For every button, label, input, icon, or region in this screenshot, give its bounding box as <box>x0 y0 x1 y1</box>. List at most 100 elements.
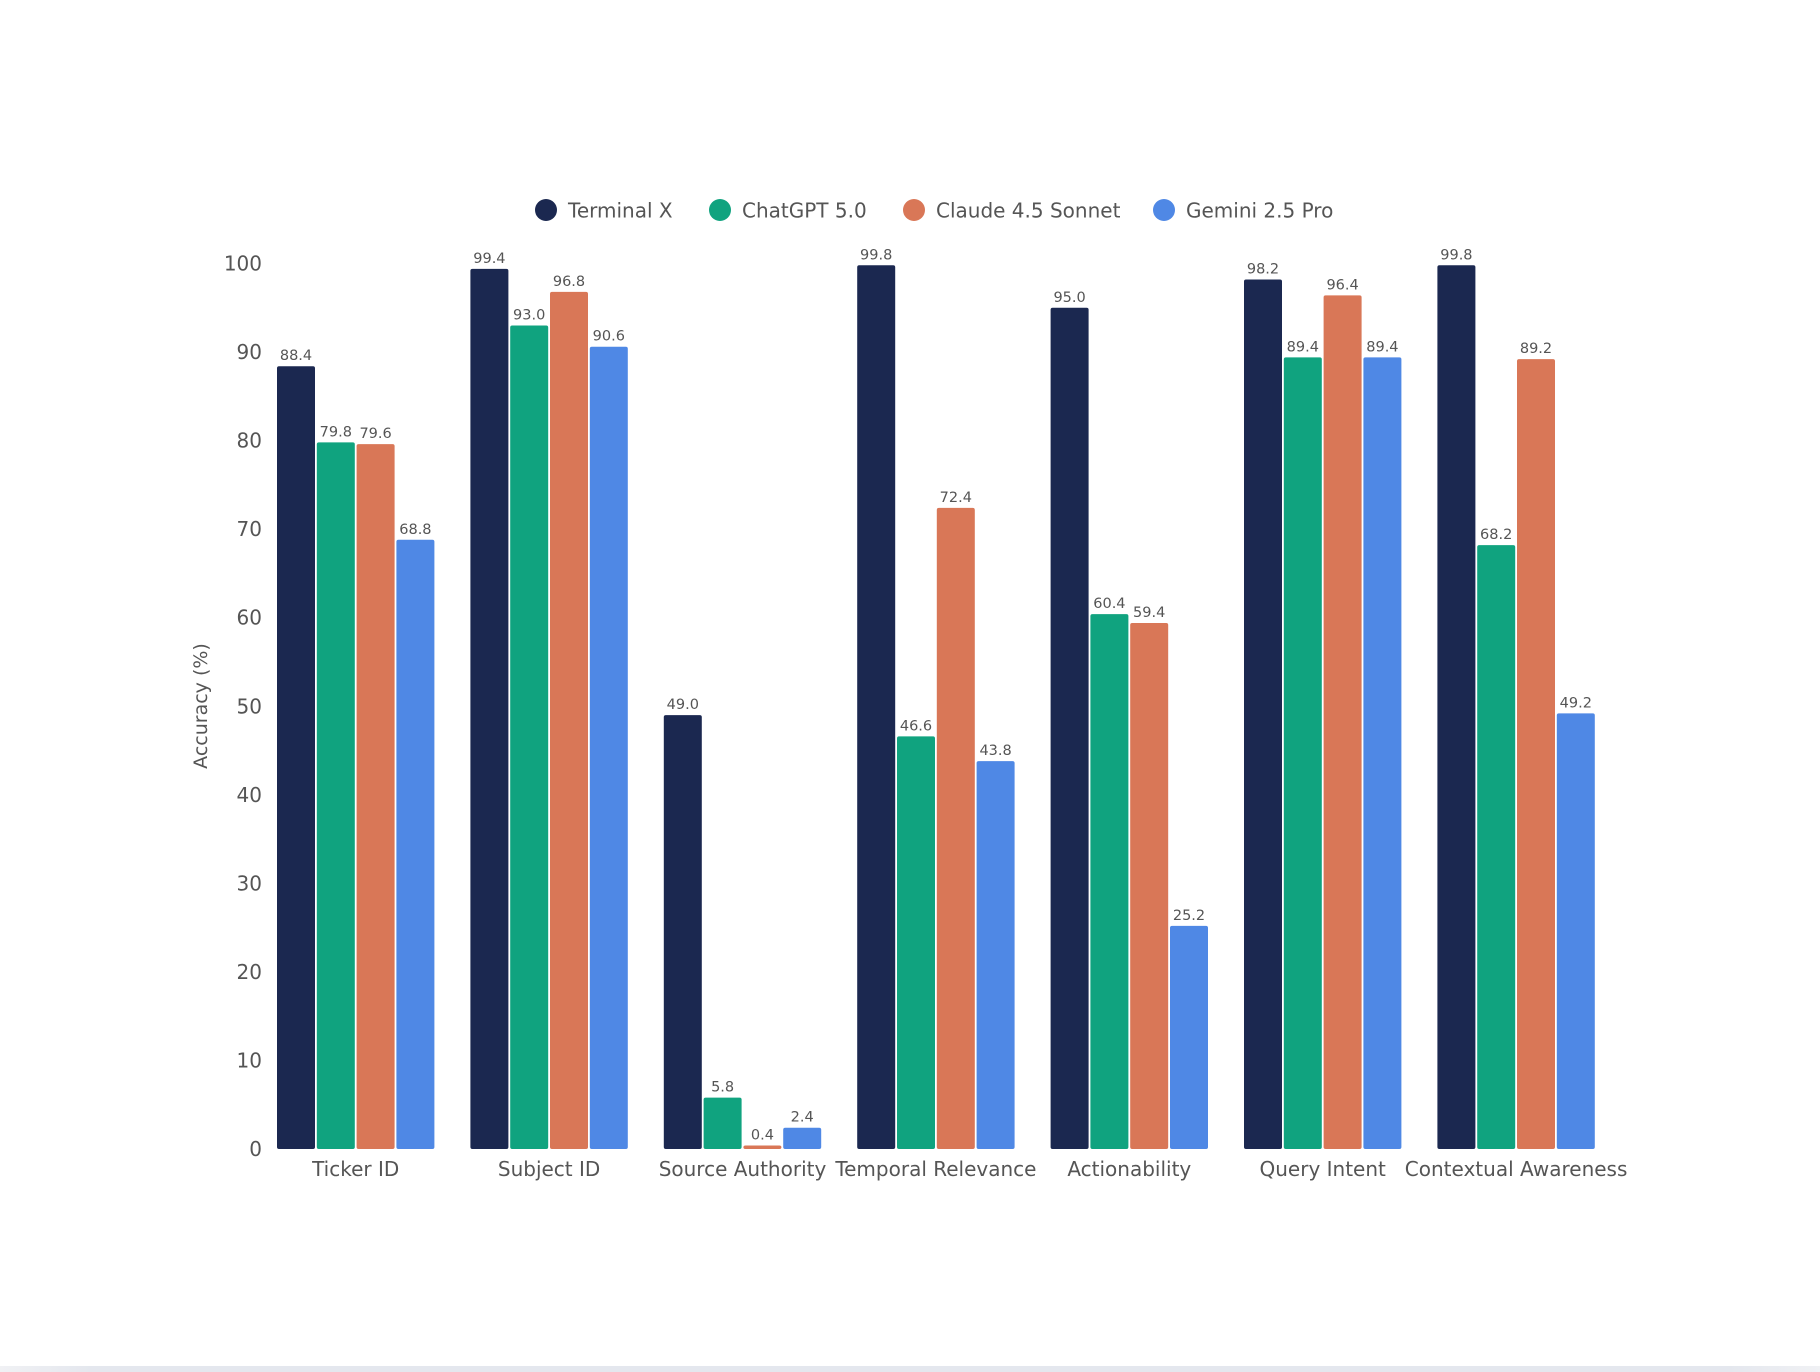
bar <box>396 539 435 1149</box>
bar-group: 95.0 60.4 59.4 25.2 <box>1050 290 1208 1149</box>
y-tick-label: 80 <box>237 429 262 453</box>
bar <box>1363 357 1402 1149</box>
bar <box>1283 357 1322 1149</box>
legend-item[interactable]: Terminal X <box>535 199 673 223</box>
bar-value-label: 89.2 <box>1520 341 1552 357</box>
y-tick-label: 100 <box>224 252 262 276</box>
legend-label: Gemini 2.5 Pro <box>1186 199 1333 223</box>
bar-value-label: 5.8 <box>711 1080 734 1096</box>
bar-value-label: 96.8 <box>553 274 585 290</box>
bar-value-label: 49.2 <box>1560 695 1592 711</box>
bar <box>1477 545 1516 1149</box>
y-tick-label: 50 <box>237 694 262 718</box>
legend-label: Terminal X <box>567 199 673 223</box>
bar <box>277 366 315 1149</box>
x-tick-label: Ticker ID <box>311 1157 399 1181</box>
bar <box>1244 279 1282 1150</box>
bar <box>510 325 549 1149</box>
bar <box>1556 713 1595 1149</box>
y-tick-label: 0 <box>249 1137 262 1161</box>
bar-value-label: 0.4 <box>751 1127 774 1143</box>
bar <box>470 268 509 1149</box>
bar-value-label: 99.8 <box>1440 247 1472 263</box>
legend-item[interactable]: Gemini 2.5 Pro <box>1153 199 1333 223</box>
bar <box>1437 265 1476 1149</box>
bar <box>1050 307 1089 1149</box>
legend-swatch-icon <box>535 199 557 221</box>
bar <box>1517 359 1555 1149</box>
bar <box>550 291 588 1149</box>
bar <box>663 715 702 1149</box>
legend-swatch-icon <box>1153 199 1175 221</box>
bar-value-label: 95.0 <box>1053 290 1085 306</box>
bar <box>897 736 935 1149</box>
bar-value-label: 96.4 <box>1326 277 1358 293</box>
bar-value-label: 46.6 <box>900 718 932 734</box>
bar <box>1323 295 1362 1149</box>
y-tick-label: 10 <box>237 1048 262 1072</box>
legend-item[interactable]: Claude 4.5 Sonnet <box>903 199 1121 223</box>
legend-swatch-icon <box>709 199 731 221</box>
bar <box>857 265 896 1149</box>
y-tick-label: 20 <box>237 960 262 984</box>
bar <box>316 442 355 1150</box>
bar <box>976 761 1015 1149</box>
bar-value-label: 98.2 <box>1247 261 1279 277</box>
bar <box>936 507 975 1149</box>
y-tick-label: 40 <box>237 783 262 807</box>
y-tick-label: 70 <box>237 517 262 541</box>
bar-value-label: 68.2 <box>1480 527 1512 543</box>
bar <box>1170 925 1208 1149</box>
bar <box>703 1097 742 1149</box>
bar-value-label: 60.4 <box>1093 596 1125 612</box>
bar-group: 98.2 89.4 96.4 89.4 <box>1244 261 1402 1150</box>
bar-value-label: 93.0 <box>513 307 545 323</box>
bar <box>783 1127 822 1149</box>
bar-value-label: 72.4 <box>940 490 972 506</box>
bar-value-label: 99.4 <box>473 251 505 267</box>
bar-value-label: 2.4 <box>791 1110 814 1126</box>
bar-value-label: 89.4 <box>1287 339 1319 355</box>
bar-group: 49.0 5.8 0.4 2.4 <box>663 697 822 1149</box>
legend-label: Claude 4.5 Sonnet <box>936 199 1121 223</box>
legend: Terminal X ChatGPT 5.0 Claude 4.5 Sonnet Ge… <box>535 199 1333 223</box>
x-tick-label: Subject ID <box>498 1157 600 1181</box>
bar-value-label: 99.8 <box>860 247 892 263</box>
legend-label: ChatGPT 5.0 <box>742 199 867 223</box>
bar-value-label: 88.4 <box>280 348 312 364</box>
x-tick-label: Temporal Relevance <box>834 1157 1036 1181</box>
y-tick-label: 90 <box>237 340 262 364</box>
y-axis-label: Accuracy (%) <box>190 643 212 769</box>
x-tick-label: Query Intent <box>1260 1157 1387 1181</box>
bottom-scroll-edge <box>0 1366 1820 1372</box>
bar-value-label: 89.4 <box>1366 339 1398 355</box>
bar-value-label: 59.4 <box>1133 605 1165 621</box>
x-tick-label: Actionability <box>1067 1157 1191 1181</box>
bar-value-label: 79.6 <box>359 426 391 442</box>
bar-group: 99.8 68.2 89.2 49.2 <box>1437 247 1595 1149</box>
bar-value-label: 49.0 <box>667 697 699 713</box>
legend-swatch-icon <box>903 199 925 221</box>
bar-group: 99.4 93.0 96.8 90.6 <box>470 251 628 1149</box>
legend-item[interactable]: ChatGPT 5.0 <box>709 199 867 223</box>
bar-value-label: 79.8 <box>320 424 352 440</box>
bar-group: 99.8 46.6 72.4 43.8 <box>857 247 1015 1149</box>
x-tick-label: Source Authority <box>659 1157 827 1181</box>
x-tick-label: Contextual Awareness <box>1405 1157 1628 1181</box>
bar <box>356 444 395 1150</box>
bar <box>1090 614 1129 1149</box>
bar <box>1130 623 1169 1149</box>
bar-group: 88.4 79.8 79.6 68.8 <box>277 348 435 1150</box>
y-tick-label: 60 <box>237 606 262 630</box>
bar-value-label: 90.6 <box>593 329 625 345</box>
bar-value-label: 68.8 <box>399 522 431 538</box>
bar <box>743 1145 782 1149</box>
y-tick-label: 30 <box>237 871 262 895</box>
y-axis: 0 10 20 30 40 50 60 70 80 90 100 <box>224 252 262 1162</box>
x-axis: Ticker ID Subject ID Source Authority Tempo… <box>311 1157 1627 1181</box>
bars: 88.4 79.8 79.6 68.8 99.4 93.0 96.8 90.6 49.0 5.8 0… <box>277 247 1595 1150</box>
bar-value-label: 25.2 <box>1173 908 1205 924</box>
bar <box>589 346 628 1149</box>
bar-value-label: 43.8 <box>979 743 1011 759</box>
